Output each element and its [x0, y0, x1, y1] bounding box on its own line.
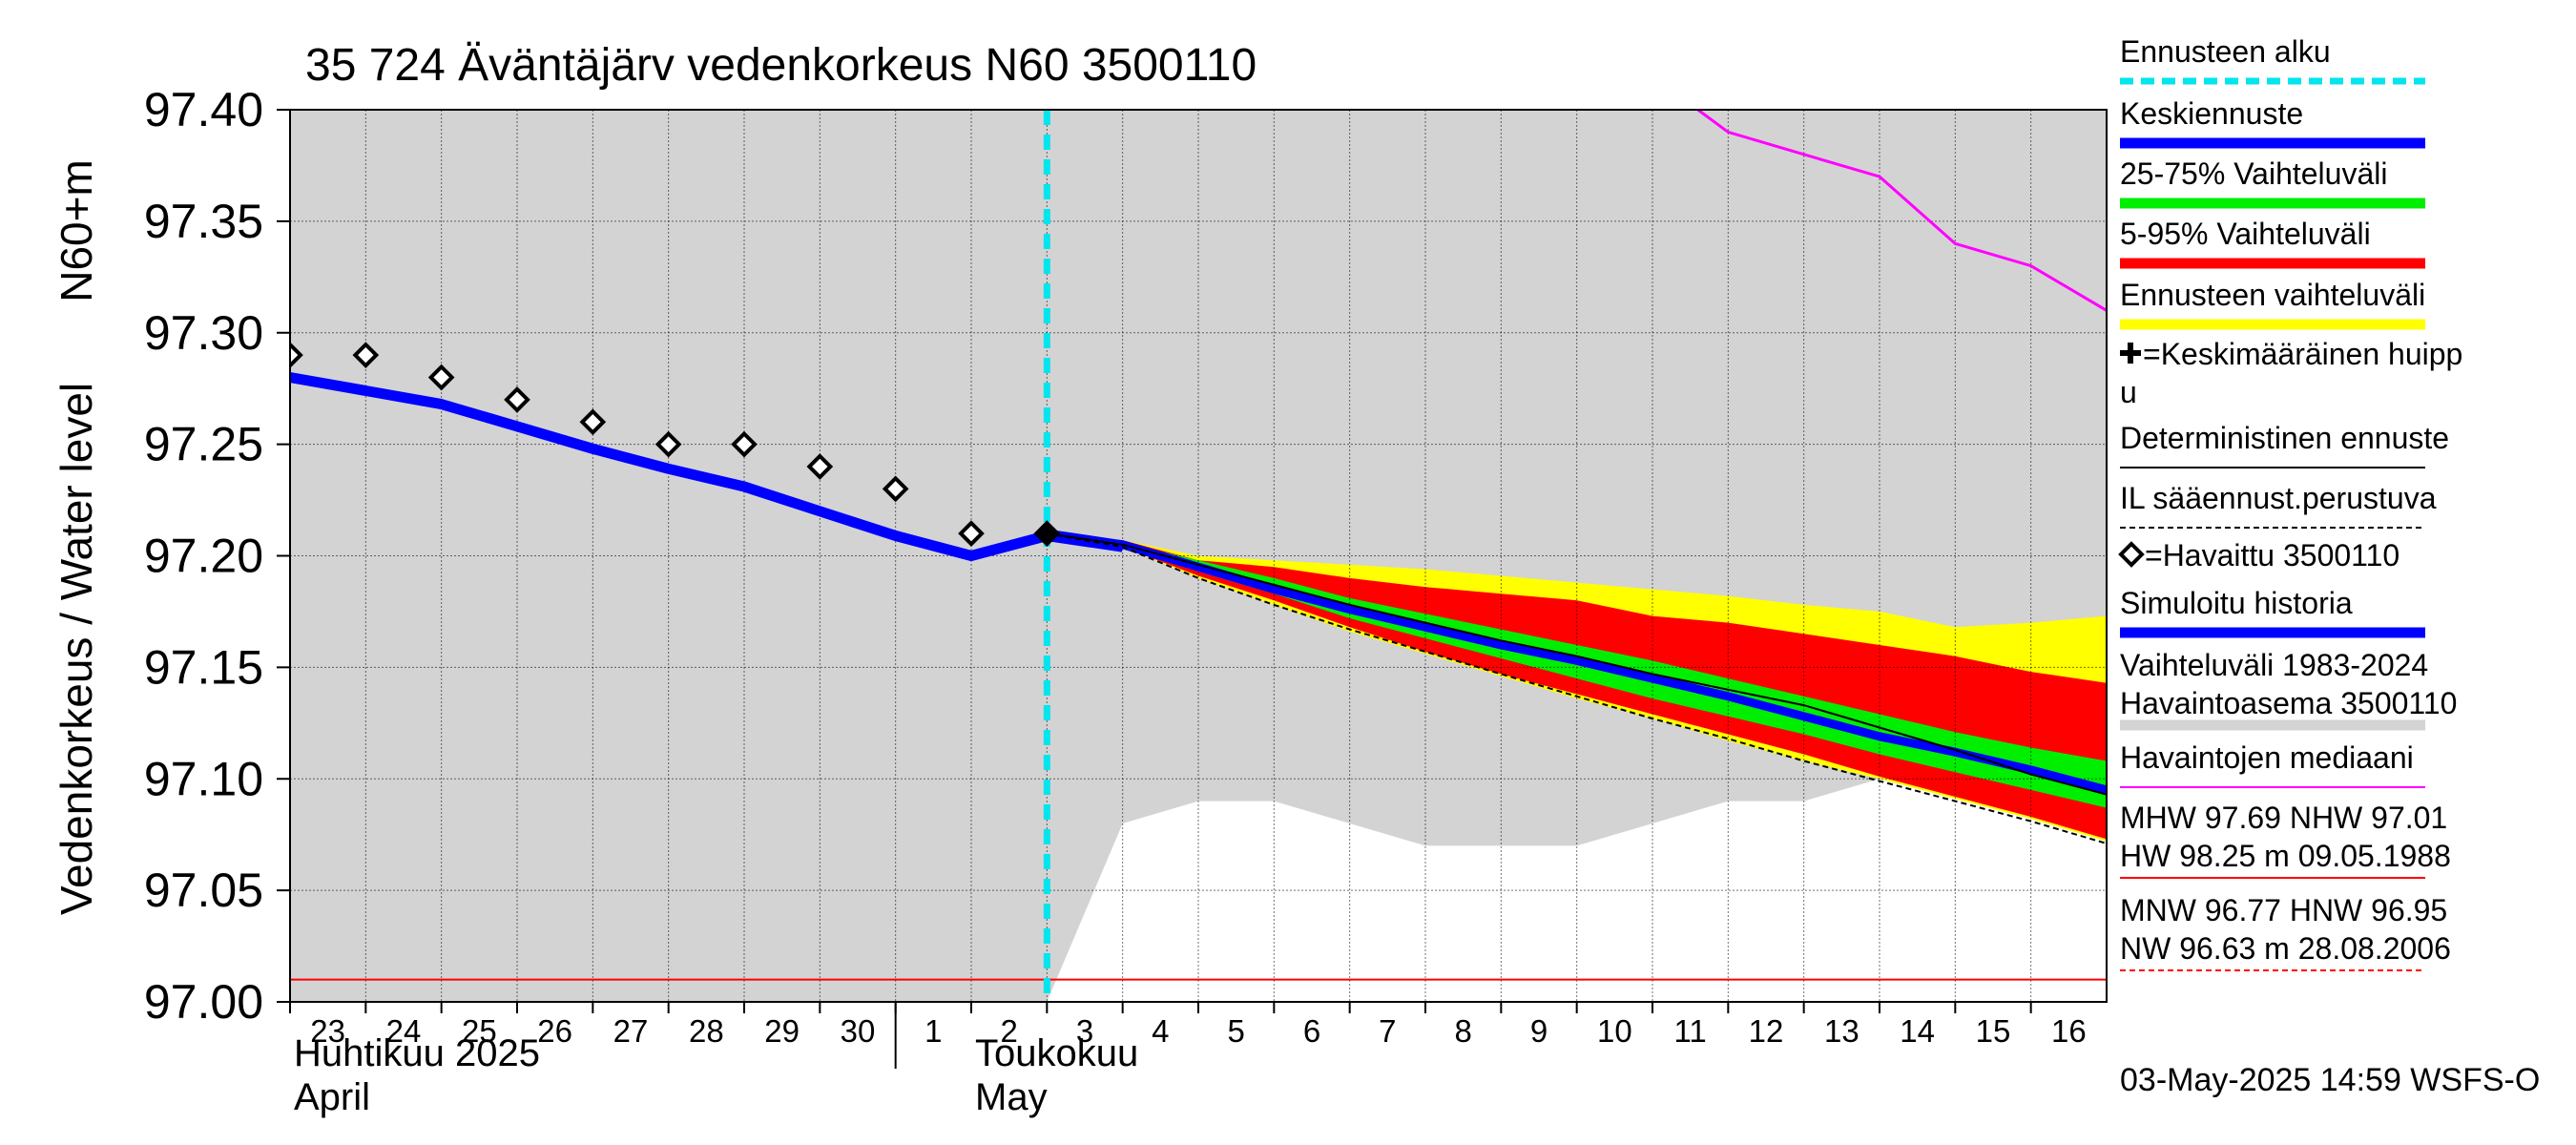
observed-point [427, 364, 455, 391]
legend-label2-mhw: HW 98.25 m 09.05.1988 [2120, 839, 2451, 873]
legend-label2-history_band: Havaintoasema 3500110 [2120, 686, 2457, 720]
y-tick-label: 97.40 [144, 83, 263, 136]
legend-label-mean: Keskiennuste [2120, 96, 2303, 131]
x-tick-label: 9 [1530, 1013, 1548, 1049]
legend-label-band_full: Ennusteen vaihteluväli [2120, 278, 2425, 312]
observed-point [504, 386, 530, 413]
y-tick-label: 97.30 [144, 306, 263, 360]
observed-point [806, 453, 834, 480]
y-tick-label: 97.20 [144, 530, 263, 583]
legend-label-band_5_95: 5-95% Vaihteluväli [2120, 217, 2371, 251]
x-tick-label: 1 [924, 1013, 942, 1049]
legend-label-median: Havaintojen mediaani [2120, 740, 2414, 775]
x-tick-label: 12 [1749, 1013, 1784, 1049]
legend-label-mhw: MHW 97.69 NHW 97.01 [2120, 801, 2447, 835]
month-label: Toukokuu [975, 1032, 1138, 1074]
legend-label2-avg_peak: u [2120, 375, 2137, 409]
observed-point [654, 430, 682, 458]
legend-label2-mnw: NW 96.63 m 28.08.2006 [2120, 931, 2451, 966]
x-tick-label: 6 [1303, 1013, 1320, 1049]
legend-label-simulated: Simuloitu historia [2120, 586, 2353, 620]
legend-label-observed: =Havaittu 3500110 [2145, 538, 2399, 572]
deterministic-forecast-line [1047, 532, 2107, 796]
month-label: Huhtikuu 2025 [294, 1032, 540, 1074]
il-forecast-line [1047, 532, 2107, 844]
observed-point [352, 342, 380, 368]
legend-label-mnw: MNW 96.77 HNW 96.95 [2120, 893, 2447, 927]
observed-point [290, 342, 303, 368]
observed-point [1033, 520, 1061, 547]
x-tick-label: 13 [1824, 1013, 1859, 1049]
legend-label-forecast_start: Ennusteen alku [2120, 34, 2331, 69]
mean-forecast-line [1046, 529, 2107, 795]
observed-point [882, 475, 909, 503]
x-tick-label: 11 [1674, 1013, 1707, 1049]
y-tick-label: 97.05 [144, 864, 263, 917]
month-label-en: April [294, 1076, 370, 1118]
y-tick-label: 97.10 [144, 752, 263, 805]
x-tick-label: 4 [1152, 1013, 1169, 1049]
x-tick-label: 3 [1076, 1013, 1093, 1049]
x-tick-label: 16 [2051, 1013, 2087, 1049]
y-tick-label: 97.35 [144, 195, 263, 248]
grid-lines [290, 110, 2107, 1002]
median-line [1696, 110, 2107, 312]
x-tick-label: 7 [1379, 1013, 1396, 1049]
x-tick-label: 2 [1000, 1013, 1017, 1049]
observed-point [731, 430, 758, 458]
legend-diamond [2118, 541, 2145, 568]
legend-label-deterministic: Deterministinen ennuste [2120, 421, 2449, 455]
chart-title: 35 724 Äväntäjärv vedenkorkeus N60 35001… [305, 40, 1257, 91]
observed-point [579, 408, 607, 436]
legend-label-history_band: Vaihteluväli 1983-2024 [2120, 648, 2428, 682]
series-lines [290, 110, 2107, 1002]
x-tick-label: 25 [462, 1013, 497, 1049]
x-tick-label: 28 [689, 1013, 724, 1049]
y-tick-label: 97.15 [144, 640, 263, 694]
x-tick-label: 5 [1227, 1013, 1244, 1049]
x-tick-label: 29 [764, 1013, 800, 1049]
axes: 97.00 97.05 97.10 97.15 97.20 97.25 97.30 97.35… [52, 83, 2108, 1118]
x-tick-label: 8 [1454, 1013, 1471, 1049]
footer-timestamp: 03-May-2025 14:59 WSFS-O [2120, 1062, 2540, 1098]
month-label-en: May [975, 1076, 1048, 1118]
x-tick-label: 15 [1976, 1013, 2011, 1049]
x-tick-label: 27 [613, 1013, 649, 1049]
x-tick-label: 24 [386, 1013, 422, 1049]
x-tick-label: 10 [1597, 1013, 1632, 1049]
x-tick-label: 26 [537, 1013, 572, 1049]
x-tick-label: 14 [1900, 1013, 1935, 1049]
legend-label-avg_peak: =Keskimääräinen huipp [2143, 337, 2462, 371]
legend: Ennusteen alku Keskiennuste 25-75% Vaihtel… [2118, 34, 2462, 971]
legend-label-il_based: IL sääennust.perustuva [2120, 481, 2437, 515]
y-tick-label: 97.00 [144, 975, 263, 1029]
observed-markers [290, 342, 1061, 547]
legend-label-band_25_75: 25-75% Vaihteluväli [2120, 156, 2387, 191]
observed-point [958, 520, 985, 547]
x-tick-label: 30 [841, 1013, 876, 1049]
simulated-history-line [290, 372, 1124, 561]
y-axis-label: Vedenkorkeus / Water level [52, 383, 101, 915]
y-axis-unit-label: N60+m [52, 159, 101, 302]
y-tick-label: 97.25 [144, 418, 263, 471]
x-tick-label: 23 [310, 1013, 345, 1049]
